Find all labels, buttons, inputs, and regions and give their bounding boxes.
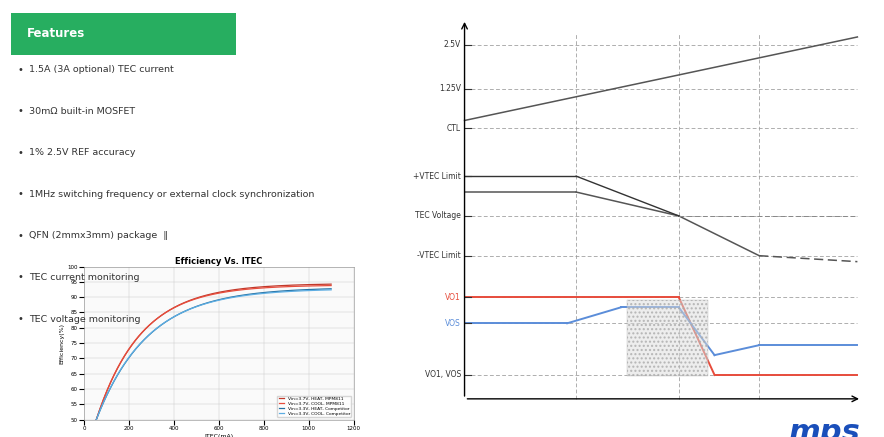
Vin=3.7V, HEAT, MPM811 bbox=[168, 305, 179, 311]
Legend: Vin=3.7V, HEAT, MPM811, Vin=3.7V, COOL, MPM811, Vin=3.3V, HEAT, Competitor, Vin=: Vin=3.7V, HEAT, MPM811, Vin=3.7V, COOL, … bbox=[278, 395, 351, 417]
Text: •: • bbox=[18, 273, 24, 282]
Text: CTL: CTL bbox=[446, 124, 461, 133]
Bar bbox=[628, 300, 708, 376]
Vin=3.3V, COOL, Competitor bbox=[261, 291, 271, 296]
Vin=3.3V, COOL, Competitor bbox=[326, 287, 337, 292]
Text: 1% 2.5V REF accuracy: 1% 2.5V REF accuracy bbox=[29, 149, 135, 157]
Text: VOS: VOS bbox=[446, 319, 461, 328]
X-axis label: ITEC(mA): ITEC(mA) bbox=[204, 434, 233, 437]
Line: Vin=3.7V, HEAT, MPM811: Vin=3.7V, HEAT, MPM811 bbox=[96, 284, 332, 420]
Line: Vin=3.3V, COOL, Competitor: Vin=3.3V, COOL, Competitor bbox=[96, 290, 332, 420]
Text: •: • bbox=[18, 231, 24, 241]
Text: •: • bbox=[18, 190, 24, 199]
Text: 1MHz switching frequency or external clock synchronization: 1MHz switching frequency or external clo… bbox=[29, 190, 315, 199]
Text: •: • bbox=[18, 65, 24, 75]
Text: +VTEC Limit: +VTEC Limit bbox=[413, 172, 461, 180]
Vin=3.3V, COOL, Competitor bbox=[239, 293, 249, 298]
Vin=3.3V, COOL, Competitor bbox=[91, 417, 102, 422]
Vin=3.3V, COOL, Competitor bbox=[184, 307, 194, 312]
Text: 2.5V: 2.5V bbox=[444, 41, 461, 49]
Vin=3.3V, HEAT, Competitor bbox=[91, 417, 102, 422]
Vin=3.7V, HEAT, MPM811 bbox=[119, 354, 130, 359]
Vin=3.3V, HEAT, Competitor bbox=[168, 315, 179, 320]
Vin=3.7V, COOL, MPM811 bbox=[261, 285, 271, 290]
Vin=3.3V, HEAT, Competitor bbox=[239, 292, 249, 298]
Vin=3.7V, HEAT, MPM811 bbox=[261, 284, 271, 289]
Text: •: • bbox=[18, 107, 24, 116]
Vin=3.7V, HEAT, MPM811 bbox=[239, 286, 249, 291]
Vin=3.3V, HEAT, Competitor bbox=[326, 286, 337, 291]
Text: TEC current monitoring: TEC current monitoring bbox=[29, 273, 140, 282]
Text: VO1, VOS: VO1, VOS bbox=[424, 371, 461, 379]
Vin=3.7V, COOL, MPM811 bbox=[91, 417, 102, 422]
Vin=3.7V, COOL, MPM811 bbox=[239, 287, 249, 292]
Bar bbox=[628, 300, 708, 376]
Text: TEC Voltage: TEC Voltage bbox=[415, 212, 461, 220]
Vin=3.7V, HEAT, MPM811 bbox=[184, 298, 194, 303]
Vin=3.3V, HEAT, Competitor bbox=[262, 290, 272, 295]
Vin=3.7V, COOL, MPM811 bbox=[184, 298, 194, 304]
Vin=3.7V, COOL, MPM811 bbox=[119, 353, 130, 358]
Text: QFN (2mmx3mm) package  ‖: QFN (2mmx3mm) package ‖ bbox=[29, 232, 168, 240]
Text: •: • bbox=[18, 314, 24, 324]
Vin=3.3V, HEAT, Competitor bbox=[119, 361, 130, 367]
Title: Efficiency Vs. ITEC: Efficiency Vs. ITEC bbox=[175, 257, 263, 266]
Vin=3.7V, HEAT, MPM811 bbox=[326, 281, 337, 287]
Vin=3.3V, HEAT, Competitor bbox=[261, 290, 271, 295]
Line: Vin=3.7V, COOL, MPM811: Vin=3.7V, COOL, MPM811 bbox=[96, 285, 332, 420]
Text: VO1: VO1 bbox=[446, 293, 461, 302]
Text: Features: Features bbox=[27, 27, 85, 40]
Vin=3.3V, HEAT, Competitor bbox=[184, 307, 194, 312]
Text: 1.5A (3A optional) TEC current: 1.5A (3A optional) TEC current bbox=[29, 66, 174, 74]
Line: Vin=3.3V, HEAT, Competitor: Vin=3.3V, HEAT, Competitor bbox=[96, 289, 332, 420]
Text: -VTEC Limit: -VTEC Limit bbox=[417, 251, 461, 260]
Text: 30mΩ built-in MOSFET: 30mΩ built-in MOSFET bbox=[29, 107, 135, 116]
Vin=3.3V, COOL, Competitor bbox=[262, 291, 272, 296]
Text: •: • bbox=[18, 148, 24, 158]
Text: TEC voltage monitoring: TEC voltage monitoring bbox=[29, 315, 141, 323]
Vin=3.7V, COOL, MPM811 bbox=[326, 283, 337, 288]
Vin=3.3V, COOL, Competitor bbox=[119, 361, 130, 366]
Vin=3.7V, HEAT, MPM811 bbox=[262, 284, 272, 289]
Y-axis label: Efficiency(%): Efficiency(%) bbox=[59, 323, 65, 364]
Vin=3.7V, HEAT, MPM811 bbox=[91, 417, 102, 422]
Vin=3.7V, COOL, MPM811 bbox=[262, 285, 272, 290]
Vin=3.3V, COOL, Competitor bbox=[168, 315, 179, 320]
Vin=3.7V, COOL, MPM811 bbox=[168, 306, 179, 311]
Text: mps: mps bbox=[788, 418, 859, 437]
Text: 1.25V: 1.25V bbox=[439, 84, 461, 93]
